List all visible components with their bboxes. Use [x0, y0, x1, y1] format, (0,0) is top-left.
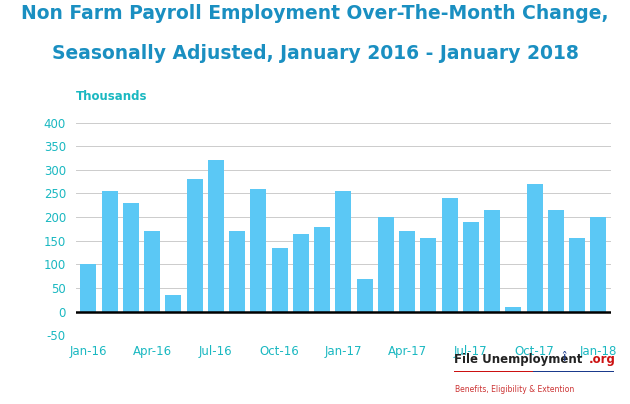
Text: Non Farm Payroll Employment Over-The-Month Change,: Non Farm Payroll Employment Over-The-Mon…: [21, 4, 609, 23]
Text: .org: .org: [589, 353, 616, 366]
Bar: [505, 307, 521, 311]
Bar: [484, 210, 500, 311]
Bar: [548, 210, 564, 311]
Bar: [527, 184, 542, 311]
Bar: [420, 238, 437, 311]
Bar: [335, 191, 352, 311]
Text: î: î: [563, 351, 566, 364]
Bar: [590, 217, 606, 311]
Bar: [101, 191, 118, 311]
Bar: [81, 264, 96, 311]
Bar: [186, 179, 203, 311]
Bar: [166, 295, 181, 311]
Text: Benefits, Eligibility & Extention: Benefits, Eligibility & Extention: [455, 385, 574, 393]
Bar: [208, 160, 224, 311]
Text: File Unemployment: File Unemployment: [454, 353, 582, 366]
Bar: [144, 231, 160, 311]
Bar: [250, 189, 266, 311]
Bar: [569, 238, 585, 311]
Bar: [357, 279, 372, 311]
Bar: [293, 234, 309, 311]
Text: Seasonally Adjusted, January 2016 - January 2018: Seasonally Adjusted, January 2016 - Janu…: [52, 44, 578, 63]
Bar: [314, 227, 330, 311]
Bar: [399, 231, 415, 311]
Bar: [229, 231, 245, 311]
Text: Thousands: Thousands: [76, 90, 147, 103]
Bar: [272, 248, 287, 311]
Bar: [123, 203, 139, 311]
Bar: [463, 222, 479, 311]
Bar: [378, 217, 394, 311]
Bar: [442, 198, 457, 311]
